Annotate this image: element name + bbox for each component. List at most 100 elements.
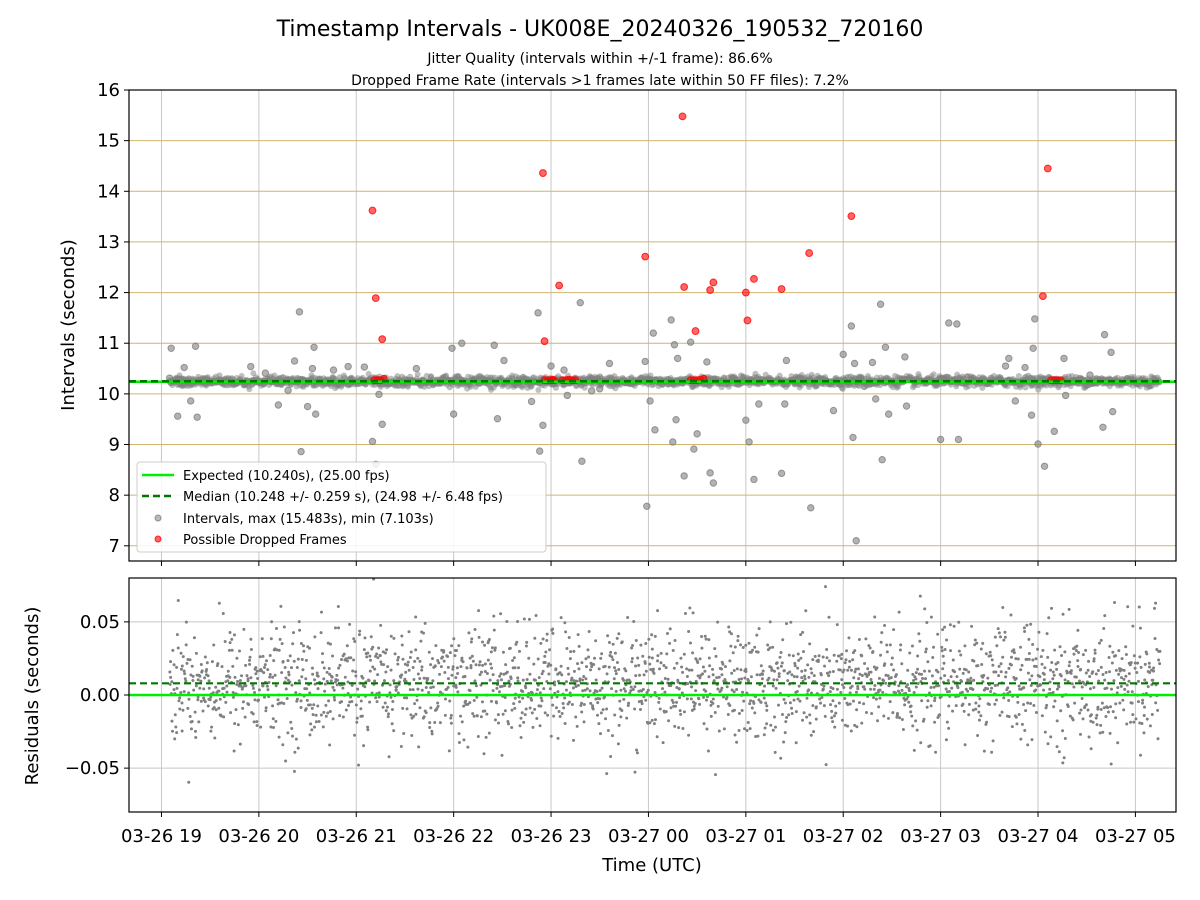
residual-point bbox=[901, 727, 905, 731]
residual-point bbox=[275, 648, 279, 652]
residual-point bbox=[178, 707, 182, 711]
interval-point bbox=[1086, 371, 1094, 379]
residual-point bbox=[524, 644, 528, 648]
residual-point bbox=[857, 677, 861, 681]
residual-point bbox=[585, 665, 589, 669]
legend-intervals-swatch bbox=[154, 514, 162, 522]
residual-point bbox=[972, 678, 976, 682]
residual-point bbox=[880, 631, 884, 635]
residual-point bbox=[482, 752, 486, 756]
residual-point bbox=[214, 708, 218, 712]
residual-point bbox=[641, 654, 645, 658]
residual-point bbox=[976, 664, 980, 668]
residual-point bbox=[701, 672, 705, 676]
residual-point bbox=[930, 674, 934, 678]
residual-point bbox=[791, 654, 795, 658]
residual-point bbox=[977, 718, 981, 722]
residual-point bbox=[599, 711, 603, 715]
residual-point bbox=[1078, 711, 1082, 715]
residual-point bbox=[1155, 647, 1159, 651]
residual-point bbox=[418, 706, 422, 710]
residual-point bbox=[1116, 686, 1120, 690]
residual-point bbox=[190, 719, 194, 723]
residual-point bbox=[839, 657, 843, 661]
residual-point bbox=[860, 674, 864, 678]
residual-point bbox=[771, 684, 775, 688]
residual-point bbox=[205, 661, 209, 665]
residual-point bbox=[322, 677, 326, 681]
residual-point bbox=[376, 673, 380, 677]
residual-point bbox=[549, 663, 553, 667]
residual-point bbox=[539, 696, 543, 700]
residual-point bbox=[206, 704, 210, 708]
residual-point bbox=[266, 668, 270, 672]
residual-point bbox=[716, 620, 720, 624]
residual-point bbox=[1101, 673, 1105, 677]
residual-point bbox=[944, 687, 948, 691]
residual-point bbox=[650, 656, 654, 660]
residual-point bbox=[760, 677, 764, 681]
residual-point bbox=[244, 663, 248, 667]
residual-point bbox=[943, 674, 947, 678]
residual-point bbox=[707, 675, 711, 679]
residual-point bbox=[295, 697, 299, 701]
residual-point bbox=[375, 652, 379, 656]
interval-point bbox=[467, 383, 474, 390]
interval-point bbox=[527, 397, 536, 406]
x-tick-label: 03-26 22 bbox=[413, 826, 494, 847]
residual-point bbox=[924, 650, 928, 654]
residual-point bbox=[747, 641, 751, 645]
residual-point bbox=[721, 662, 725, 666]
residual-point bbox=[978, 697, 982, 701]
residual-point bbox=[327, 699, 331, 703]
residual-point bbox=[1120, 668, 1124, 672]
residual-point bbox=[720, 686, 724, 690]
residual-point bbox=[524, 707, 528, 711]
residual-point bbox=[374, 654, 378, 658]
residual-point bbox=[744, 667, 748, 671]
residual-point bbox=[587, 655, 591, 659]
residual-point bbox=[566, 666, 570, 670]
residual-point bbox=[878, 688, 882, 692]
residual-point bbox=[478, 673, 482, 677]
residual-point bbox=[500, 684, 504, 688]
residual-point bbox=[468, 689, 472, 693]
residual-point bbox=[556, 679, 560, 683]
residual-point bbox=[1057, 685, 1061, 689]
residual-point bbox=[196, 678, 200, 682]
residual-point bbox=[651, 667, 655, 671]
residual-point bbox=[806, 663, 810, 667]
residual-point bbox=[1136, 679, 1140, 683]
residual-point bbox=[1153, 637, 1157, 641]
residual-point bbox=[345, 659, 349, 663]
residual-point bbox=[492, 628, 496, 632]
residual-point bbox=[503, 695, 507, 699]
interval-point bbox=[706, 469, 714, 477]
residual-point bbox=[382, 663, 386, 667]
residuals-y-tick-label: 0.00 bbox=[80, 685, 120, 706]
interval-point bbox=[261, 369, 270, 377]
residual-point bbox=[1055, 719, 1059, 723]
residual-point bbox=[270, 620, 274, 624]
residual-point bbox=[328, 672, 332, 676]
dropped-frame-point bbox=[750, 275, 758, 283]
residual-point bbox=[505, 670, 509, 674]
residual-point bbox=[186, 706, 190, 710]
residual-point bbox=[716, 687, 720, 691]
residual-point bbox=[1012, 675, 1016, 679]
residual-point bbox=[228, 631, 232, 634]
residual-point bbox=[465, 666, 469, 670]
residual-point bbox=[422, 715, 426, 719]
dropped-frame-point bbox=[777, 285, 786, 293]
residual-point bbox=[977, 710, 981, 714]
residual-point bbox=[436, 659, 440, 663]
residual-point bbox=[585, 687, 589, 691]
residual-point bbox=[668, 641, 672, 645]
residual-point bbox=[1066, 705, 1070, 709]
residual-point bbox=[1105, 686, 1109, 690]
residual-point bbox=[321, 652, 325, 656]
residual-point bbox=[853, 723, 857, 727]
residual-point bbox=[391, 699, 395, 703]
residual-point bbox=[725, 685, 729, 689]
residual-point bbox=[282, 702, 286, 706]
